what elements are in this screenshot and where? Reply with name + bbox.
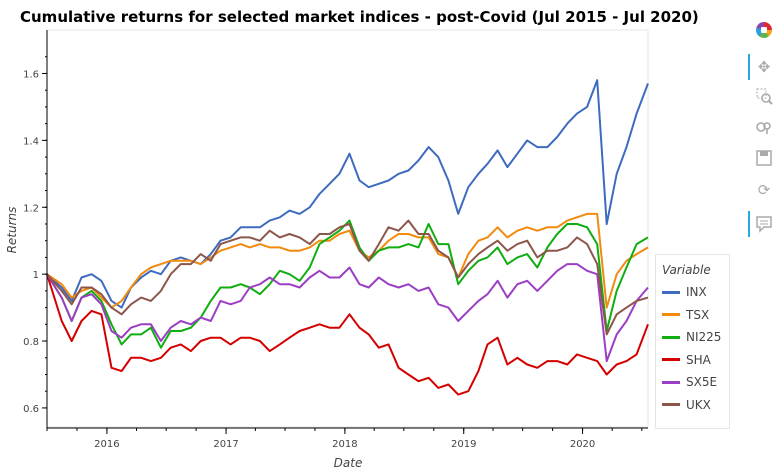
x-tick-label: 2016 (94, 439, 119, 450)
legend-title: Variable (662, 263, 711, 277)
x-tick-label: 2017 (213, 439, 238, 450)
wheel-zoom-icon[interactable] (754, 117, 774, 137)
bokeh-logo-icon[interactable] (754, 20, 774, 40)
legend-swatch (662, 335, 680, 339)
series-layer (46, 79, 649, 396)
chart-title: Cumulative returns for selected market i… (20, 8, 699, 26)
legend-swatch (662, 403, 680, 406)
box-zoom-icon[interactable] (754, 86, 774, 106)
series-line-ni225 (46, 219, 649, 349)
y-tick-label: 1.6 (23, 69, 39, 80)
series-line-sha (46, 273, 649, 396)
y-tick-label: 1.2 (23, 203, 39, 214)
legend-item-sx5e[interactable]: SX5E (662, 373, 717, 391)
x-tick-label: 2020 (570, 439, 595, 450)
legend-label: SX5E (686, 375, 718, 389)
x-ticks: 2016 2017 2018 2019 2020 (46, 428, 643, 450)
x-tick-label: 2018 (332, 439, 357, 450)
y-tick-label: 1.4 (23, 136, 39, 147)
legend-item-inx[interactable]: INX (662, 283, 707, 301)
y-ticks: 0.6 0.8 1 1.2 1.4 1.6 (23, 56, 47, 415)
legend-label: INX (686, 285, 707, 299)
legend-item-ukx[interactable]: UKX (662, 396, 711, 414)
legend-swatch (662, 380, 680, 384)
legend-label: SHA (686, 352, 711, 367)
legend-item-tsx[interactable]: TSX (662, 306, 709, 324)
plot-frame (46, 29, 649, 428)
legend-label: UKX (686, 397, 711, 412)
toolbar: ✥ ⟳ (748, 20, 778, 240)
save-icon[interactable] (754, 148, 774, 168)
y-tick-label: 0.8 (23, 337, 39, 348)
series-line-inx (46, 79, 649, 309)
pan-icon[interactable]: ✥ (748, 54, 774, 80)
legend-label: TSX (686, 307, 710, 322)
legend-item-sha[interactable]: SHA (662, 351, 711, 369)
legend-swatch (662, 358, 680, 361)
legend-swatch (662, 313, 680, 316)
y-axis-label: Returns (5, 207, 19, 254)
legend-label: NI225 (686, 330, 722, 344)
x-axis-label: Date (334, 456, 363, 470)
series-line-ukx (46, 219, 649, 336)
y-tick-label: 1 (33, 270, 39, 281)
legend: Variable INX TSX NI225 SHA SX5E UKX (655, 254, 730, 429)
y-tick-label: 0.6 (23, 404, 39, 415)
legend-swatch (662, 290, 680, 294)
hover-icon[interactable] (748, 211, 774, 237)
series-line-tsx (46, 212, 649, 309)
legend-item-ni225[interactable]: NI225 (662, 328, 721, 346)
reset-icon[interactable]: ⟳ (757, 182, 771, 199)
series-line-sx5e (46, 263, 649, 363)
x-tick-label: 2019 (451, 439, 476, 450)
